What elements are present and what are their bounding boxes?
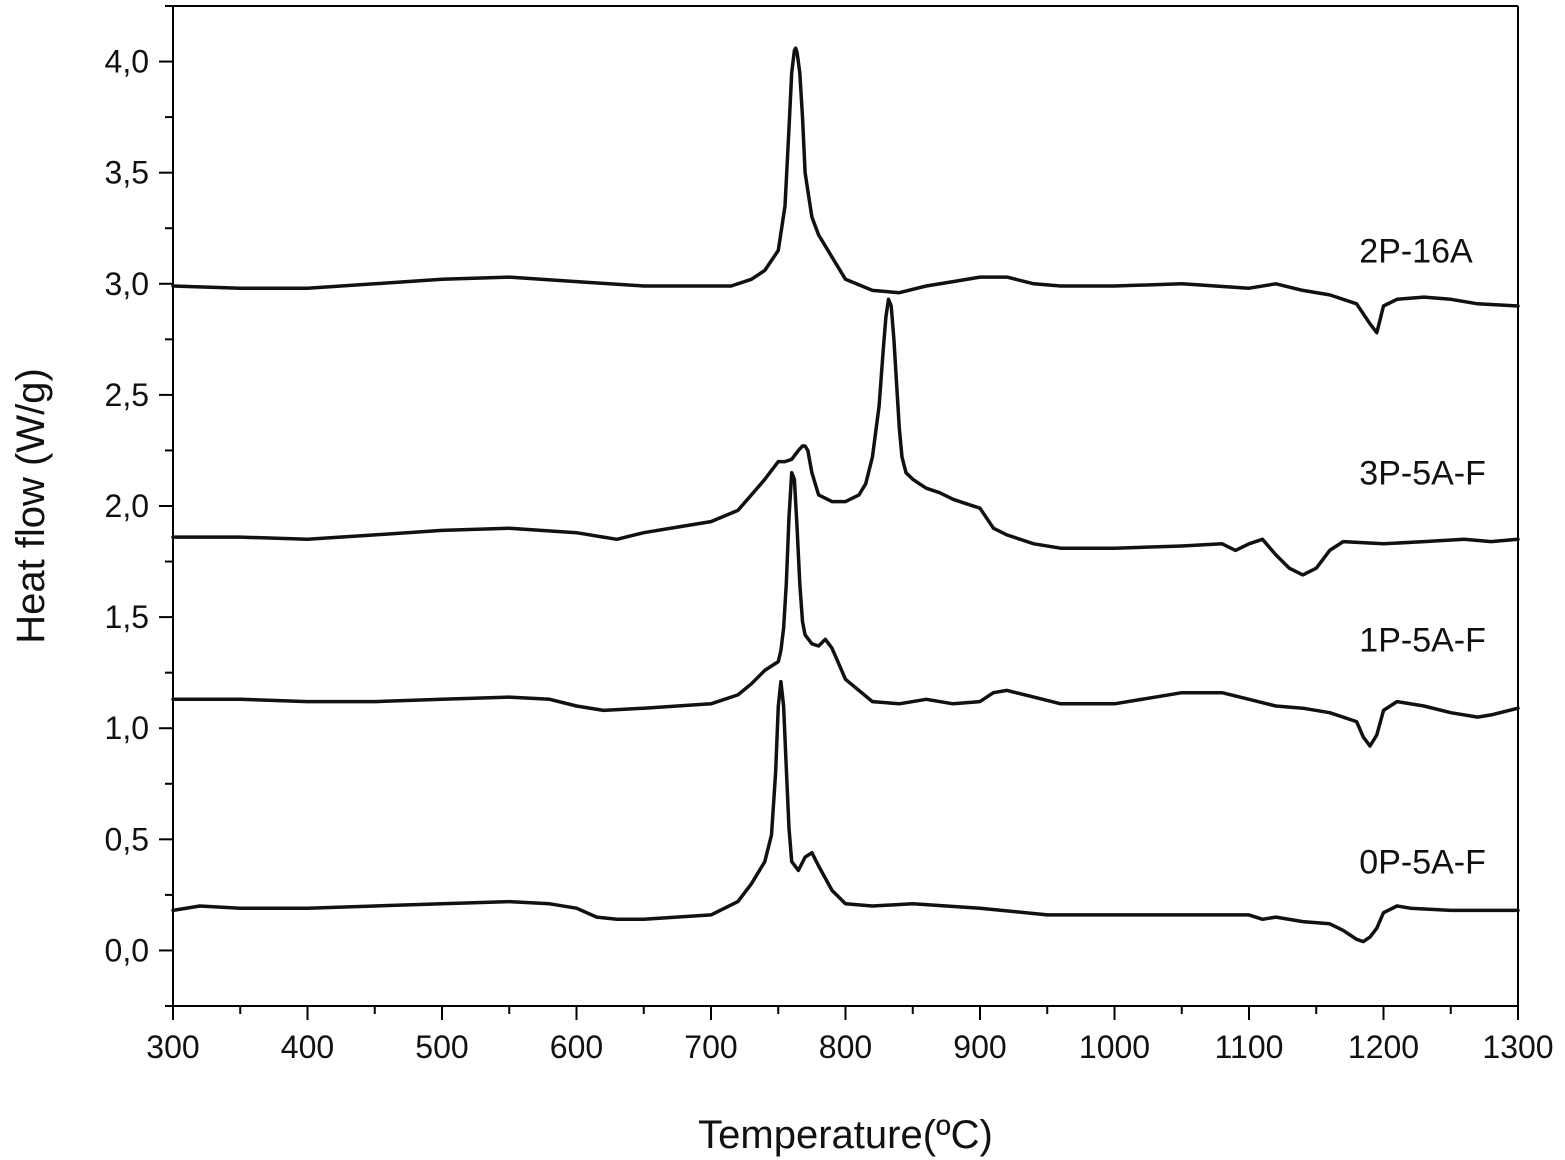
x-tick-label: 1000 <box>1079 1029 1150 1065</box>
plot-frame <box>172 5 1519 1007</box>
series-label-3p-5a-f: 3P-5A-F <box>1359 455 1486 493</box>
y-tick-label: 1,5 <box>105 599 149 635</box>
series-label-1p-5a-f: 1P-5A-F <box>1359 621 1486 659</box>
series-label-2p-16a: 2P-16A <box>1359 232 1473 270</box>
series-line-0p-5a-f <box>171 679 1520 944</box>
x-tick-label: 500 <box>415 1029 468 1065</box>
series-line-2p-16a <box>171 46 1520 335</box>
y-tick-label: 1,0 <box>105 710 149 746</box>
series-line-3p-5a-f <box>171 297 1520 577</box>
x-tick-label: 1100 <box>1215 1029 1284 1065</box>
series-group <box>171 46 1520 944</box>
x-tick-label: 900 <box>953 1029 1006 1065</box>
y-tick-label: 4,0 <box>105 44 149 80</box>
y-tick-label: 3,5 <box>105 155 149 191</box>
x-tick-label: 1200 <box>1348 1029 1419 1065</box>
series-labels: 2P-16A 3P-5A-F 1P-5A-F 0P-5A-F <box>1359 232 1486 881</box>
x-axis-ticks: 300 400 500 600 700 800 900 1000 1100 1200 1300 <box>146 1006 1554 1065</box>
series-label-0p-5a-f: 0P-5A-F <box>1359 844 1486 882</box>
y-tick-label: 0,0 <box>105 932 149 968</box>
y-tick-label: 3,0 <box>105 266 149 302</box>
y-tick-label: 2,0 <box>105 488 149 524</box>
series-line-1p-5a-f <box>171 470 1520 748</box>
y-tick-label: 0,5 <box>105 821 149 857</box>
x-tick-label: 800 <box>819 1029 872 1065</box>
x-tick-label: 600 <box>550 1029 603 1065</box>
y-tick-label: 2,5 <box>105 377 149 413</box>
x-tick-label: 300 <box>146 1029 199 1065</box>
x-tick-label: 1300 <box>1482 1029 1553 1065</box>
x-tick-label: 700 <box>684 1029 737 1065</box>
x-axis-title: Temperature(ºC) <box>698 1113 993 1157</box>
x-tick-label: 400 <box>281 1029 334 1065</box>
y-axis-title: Heat flow (W/g) <box>9 368 53 644</box>
y-axis-ticks: 0,0 0,5 1,0 1,5 2,0 2,5 3,0 3,5 4,0 <box>105 5 173 1007</box>
